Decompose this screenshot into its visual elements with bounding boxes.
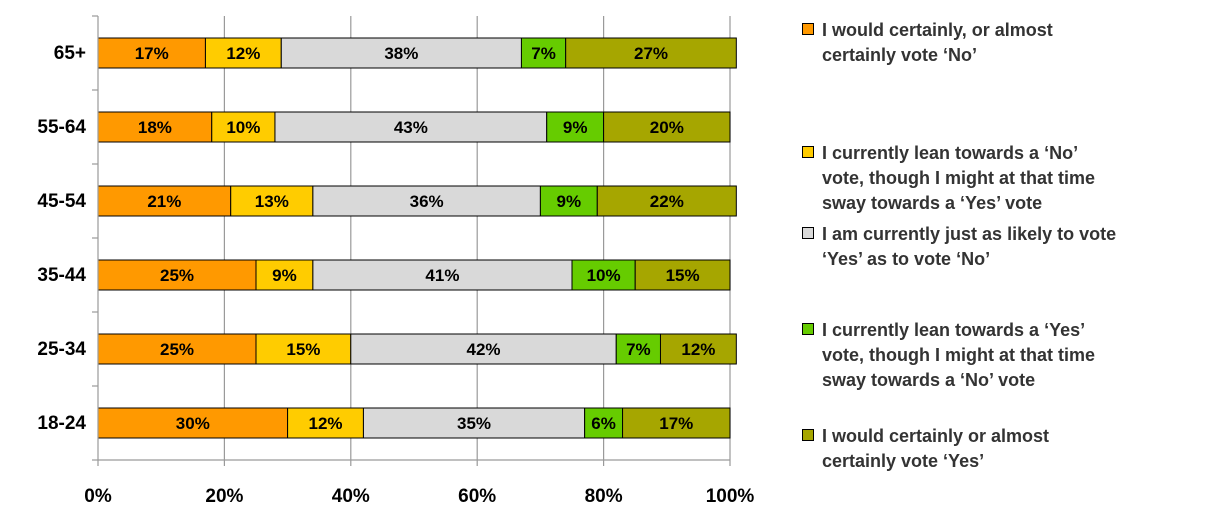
bar-segment xyxy=(571,259,636,291)
data-label: 43% xyxy=(394,118,428,137)
x-tick-label: 60% xyxy=(458,486,496,507)
axes xyxy=(92,15,731,466)
bar-segment xyxy=(634,259,731,291)
legend-item-lean-no: I currently lean towards a ‘No’ vote, th… xyxy=(802,141,1202,216)
legend-swatch xyxy=(802,429,814,441)
bar-segment xyxy=(204,37,282,69)
data-label: 9% xyxy=(272,266,297,285)
legend: I would certainly, or almost certainly v… xyxy=(802,0,1208,507)
data-label: 18% xyxy=(138,118,172,137)
bar-segment xyxy=(622,407,731,439)
data-label: 9% xyxy=(563,118,588,137)
data-label: 41% xyxy=(425,266,459,285)
data-label: 27% xyxy=(634,44,668,63)
data-label: 15% xyxy=(666,266,700,285)
bar-segment xyxy=(312,185,541,217)
legend-label: I currently lean towards a ‘No’ vote, th… xyxy=(822,143,1095,213)
legend-label: I would certainly or almost certainly vo… xyxy=(822,426,1050,471)
legend-label: I am currently just as likely to vote ‘Y… xyxy=(822,224,1117,269)
legend-label: I currently lean towards a ‘Yes’ vote, t… xyxy=(822,320,1095,390)
bar-segment xyxy=(97,185,232,217)
data-label: 12% xyxy=(309,414,343,433)
bar-segment xyxy=(596,185,737,217)
category-label: 18-24 xyxy=(37,413,86,434)
legend-swatch xyxy=(802,227,814,239)
category-label: 65+ xyxy=(54,43,86,64)
legend-swatch xyxy=(802,323,814,335)
legend-item-certain-no: I would certainly, or almost certainly v… xyxy=(802,18,1202,68)
data-label: 22% xyxy=(650,192,684,211)
data-label: 17% xyxy=(659,414,693,433)
bar-segment xyxy=(255,259,314,291)
data-label: 20% xyxy=(650,118,684,137)
bar-segment xyxy=(255,333,352,365)
data-label: 25% xyxy=(160,340,194,359)
bars: 17% 12% 38% 7% 27% 18% 10% 43% 9% 20% 21% 13% 36% 9% 2… xyxy=(97,37,737,439)
bar-segment xyxy=(97,259,257,291)
bar-segment xyxy=(97,407,289,439)
bar-segment xyxy=(280,37,522,69)
data-label: 21% xyxy=(147,192,181,211)
legend-label: I would certainly, or almost certainly v… xyxy=(822,20,1053,65)
data-label: 15% xyxy=(286,340,320,359)
category-label: 35-44 xyxy=(37,265,86,286)
x-tick-label: 80% xyxy=(585,486,623,507)
bar-segment xyxy=(287,407,364,439)
data-label: 38% xyxy=(384,44,418,63)
bar-segment xyxy=(603,111,731,143)
bar-segment xyxy=(211,111,276,143)
data-label: 42% xyxy=(467,340,501,359)
bar-segment xyxy=(362,407,586,439)
data-label: 12% xyxy=(681,340,715,359)
legend-swatch xyxy=(802,146,814,158)
data-label: 7% xyxy=(531,44,556,63)
category-label: 55-64 xyxy=(37,117,86,138)
category-label: 45-54 xyxy=(37,191,86,212)
x-tick-label: 20% xyxy=(205,486,243,507)
x-tick-label: 0% xyxy=(84,486,112,507)
bar-segment xyxy=(97,37,206,69)
legend-item-lean-yes: I currently lean towards a ‘Yes’ vote, t… xyxy=(802,318,1202,393)
data-label: 13% xyxy=(255,192,289,211)
data-label: 10% xyxy=(587,266,621,285)
bar-segment xyxy=(350,333,617,365)
bar-segment xyxy=(584,407,624,439)
data-label: 10% xyxy=(226,118,260,137)
legend-item-certain-yes: I would certainly or almost certainly vo… xyxy=(802,424,1202,474)
stacked-bar-chart: 17% 12% 38% 7% 27% 18% 10% 43% 9% 20% 21% 13% 36% 9% 2… xyxy=(37,15,754,507)
bar-segment xyxy=(546,111,605,143)
data-label: 36% xyxy=(410,192,444,211)
category-labels: 65+ 55-64 45-54 35-44 25-34 18-24 xyxy=(37,43,86,434)
data-label: 30% xyxy=(176,414,210,433)
x-tick-label: 40% xyxy=(332,486,370,507)
data-label: 12% xyxy=(226,44,260,63)
x-tick-label: 100% xyxy=(706,486,755,507)
data-label: 35% xyxy=(457,414,491,433)
data-label: 6% xyxy=(591,414,616,433)
data-label: 9% xyxy=(557,192,582,211)
bar-segment xyxy=(565,37,737,69)
data-label: 17% xyxy=(135,44,169,63)
x-tick-labels: 0% 20% 40% 60% 80% 100% xyxy=(84,486,754,507)
legend-swatch xyxy=(802,23,814,35)
bar-segment xyxy=(312,259,573,291)
bar-segment xyxy=(659,333,737,365)
category-label: 25-34 xyxy=(37,339,86,360)
bar-segment xyxy=(615,333,661,365)
data-label: 7% xyxy=(626,340,651,359)
legend-item-undecided: I am currently just as likely to vote ‘Y… xyxy=(802,222,1202,272)
data-label: 25% xyxy=(160,266,194,285)
gridlines xyxy=(223,16,731,460)
